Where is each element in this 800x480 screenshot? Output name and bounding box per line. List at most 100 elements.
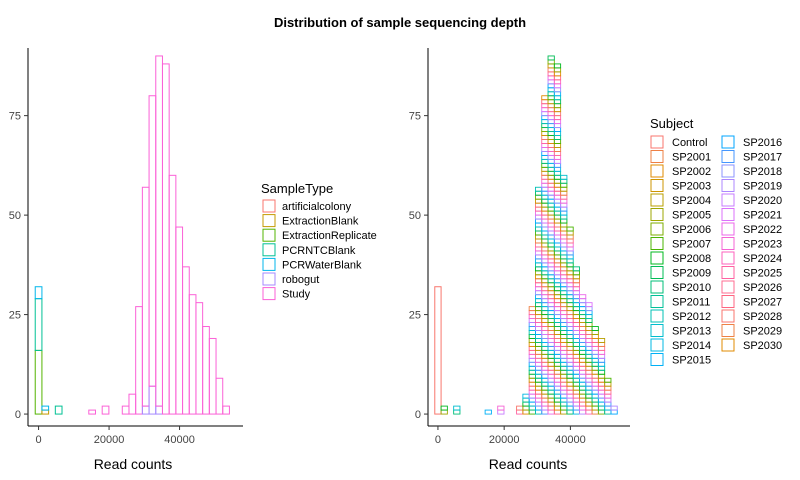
histogram-bar-segment [579, 318, 587, 323]
histogram-bar-segment [535, 214, 543, 220]
histogram-bar-segment [553, 95, 562, 101]
histogram-bar-segment [528, 401, 536, 407]
histogram-bar-segment [528, 345, 536, 351]
histogram-bar-segment [553, 242, 562, 248]
histogram-bar-segment [547, 322, 555, 327]
histogram-bar-segment [208, 337, 217, 415]
histogram-bar-segment [541, 242, 549, 248]
histogram-bar-segment [604, 393, 612, 399]
histogram-bar-segment [597, 381, 606, 387]
histogram-bar-segment [566, 246, 574, 252]
histogram-bar-segment [585, 330, 593, 335]
histogram-bar-segment [535, 218, 543, 224]
histogram-bar-segment [484, 409, 492, 415]
histogram-bar-segment [560, 302, 568, 308]
histogram-bar-segment [579, 338, 587, 343]
legend-swatch [721, 338, 735, 352]
legend-label: SP2018 [743, 166, 782, 178]
histogram-bar-segment [566, 322, 574, 327]
histogram-bar-segment [560, 254, 568, 260]
legend-label: SP2007 [672, 239, 711, 251]
legend-label: SP2001 [672, 152, 711, 164]
histogram-bar-segment [553, 131, 562, 136]
histogram-bar-segment [560, 282, 568, 288]
histogram-bar-segment [579, 409, 587, 415]
histogram-bar-segment [215, 377, 224, 415]
histogram-bar-segment [560, 338, 568, 343]
histogram-bar-segment [541, 218, 549, 224]
histogram-bar-segment [535, 338, 543, 343]
histogram-bar-segment [541, 95, 549, 101]
histogram-bar-segment [597, 349, 606, 355]
histogram-bar-segment [547, 326, 555, 331]
histogram-bar-segment [597, 389, 606, 395]
histogram-bar-segment [541, 330, 549, 335]
histogram-bar-segment [553, 75, 562, 81]
histogram-bar-segment [566, 278, 574, 284]
histogram-bar-segment [541, 135, 549, 140]
histogram-bar-segment [535, 314, 543, 320]
histogram-bar-segment [553, 111, 562, 117]
histogram-bar-segment [553, 103, 562, 109]
legend-label: SP2003 [672, 181, 711, 193]
histogram-bar-segment [560, 373, 568, 379]
histogram-bar-segment [553, 87, 562, 93]
histogram-bar-segment [535, 377, 543, 383]
histogram-bar-segment [591, 361, 599, 367]
histogram-bar-segment [572, 302, 580, 308]
histogram-bar-segment [547, 258, 555, 264]
histogram-bar-segment [572, 365, 580, 371]
histogram-bar-segment [188, 294, 197, 415]
histogram-bar-segment [547, 310, 555, 316]
histogram-bar-segment [560, 361, 568, 367]
legend-swatch [262, 287, 276, 301]
histogram-bar-segment [560, 397, 568, 403]
histogram-bar-segment [541, 270, 549, 276]
histogram-bar-segment [535, 349, 543, 355]
histogram-bar-segment [547, 182, 555, 188]
histogram-bar-segment [553, 385, 562, 391]
x-tick-label: 0 [435, 434, 441, 446]
legend-swatch [650, 135, 664, 149]
histogram-bar-segment [566, 274, 574, 280]
histogram-bar-segment [528, 409, 536, 415]
histogram-bar-segment [547, 397, 555, 403]
histogram-bar-segment [579, 298, 587, 304]
histogram-bar-segment [560, 322, 568, 327]
histogram-bar-segment [553, 143, 562, 148]
legend-swatch [262, 257, 276, 271]
histogram-bar-segment [535, 262, 543, 268]
histogram-bar-segment [535, 242, 543, 248]
histogram-bar-segment [522, 397, 530, 403]
histogram-bar-segment [541, 310, 549, 316]
histogram-bar-segment [579, 393, 587, 399]
histogram-bar-segment [541, 115, 549, 121]
histogram-bar-segment [560, 218, 568, 224]
histogram-bar-segment [547, 190, 555, 196]
legend-label: SP2030 [743, 340, 782, 352]
histogram-bar-segment [535, 310, 543, 316]
histogram-bar-segment [541, 174, 549, 180]
histogram-bar-segment [585, 334, 593, 339]
histogram-bar-segment [566, 393, 574, 399]
legend-label: robogut [282, 274, 319, 286]
histogram-panel-subject: 0 25 50 75 0 20000 40000 [409, 48, 630, 446]
histogram-bar-segment [528, 322, 536, 327]
histogram-bar-segment [579, 322, 587, 327]
histogram-bar-segment [547, 270, 555, 276]
histogram-bar-segment [541, 389, 549, 395]
histogram-bar-segment [560, 246, 568, 252]
histogram-bar-segment [528, 330, 536, 335]
histogram-bar-segment [560, 298, 568, 304]
histogram-bar-segment [553, 338, 562, 343]
histogram-bar-segment [566, 258, 574, 264]
histogram-bar-segment [522, 409, 530, 415]
histogram-bar-segment [566, 290, 574, 296]
histogram-bar-segment [535, 397, 543, 403]
histogram-bar-segment [553, 314, 562, 320]
histogram-bar-segment [541, 143, 549, 148]
histogram-bar-segment [541, 250, 549, 256]
legend-swatch [262, 243, 276, 257]
histogram-bar-segment [528, 310, 536, 316]
legend-label: SP2020 [743, 195, 782, 207]
